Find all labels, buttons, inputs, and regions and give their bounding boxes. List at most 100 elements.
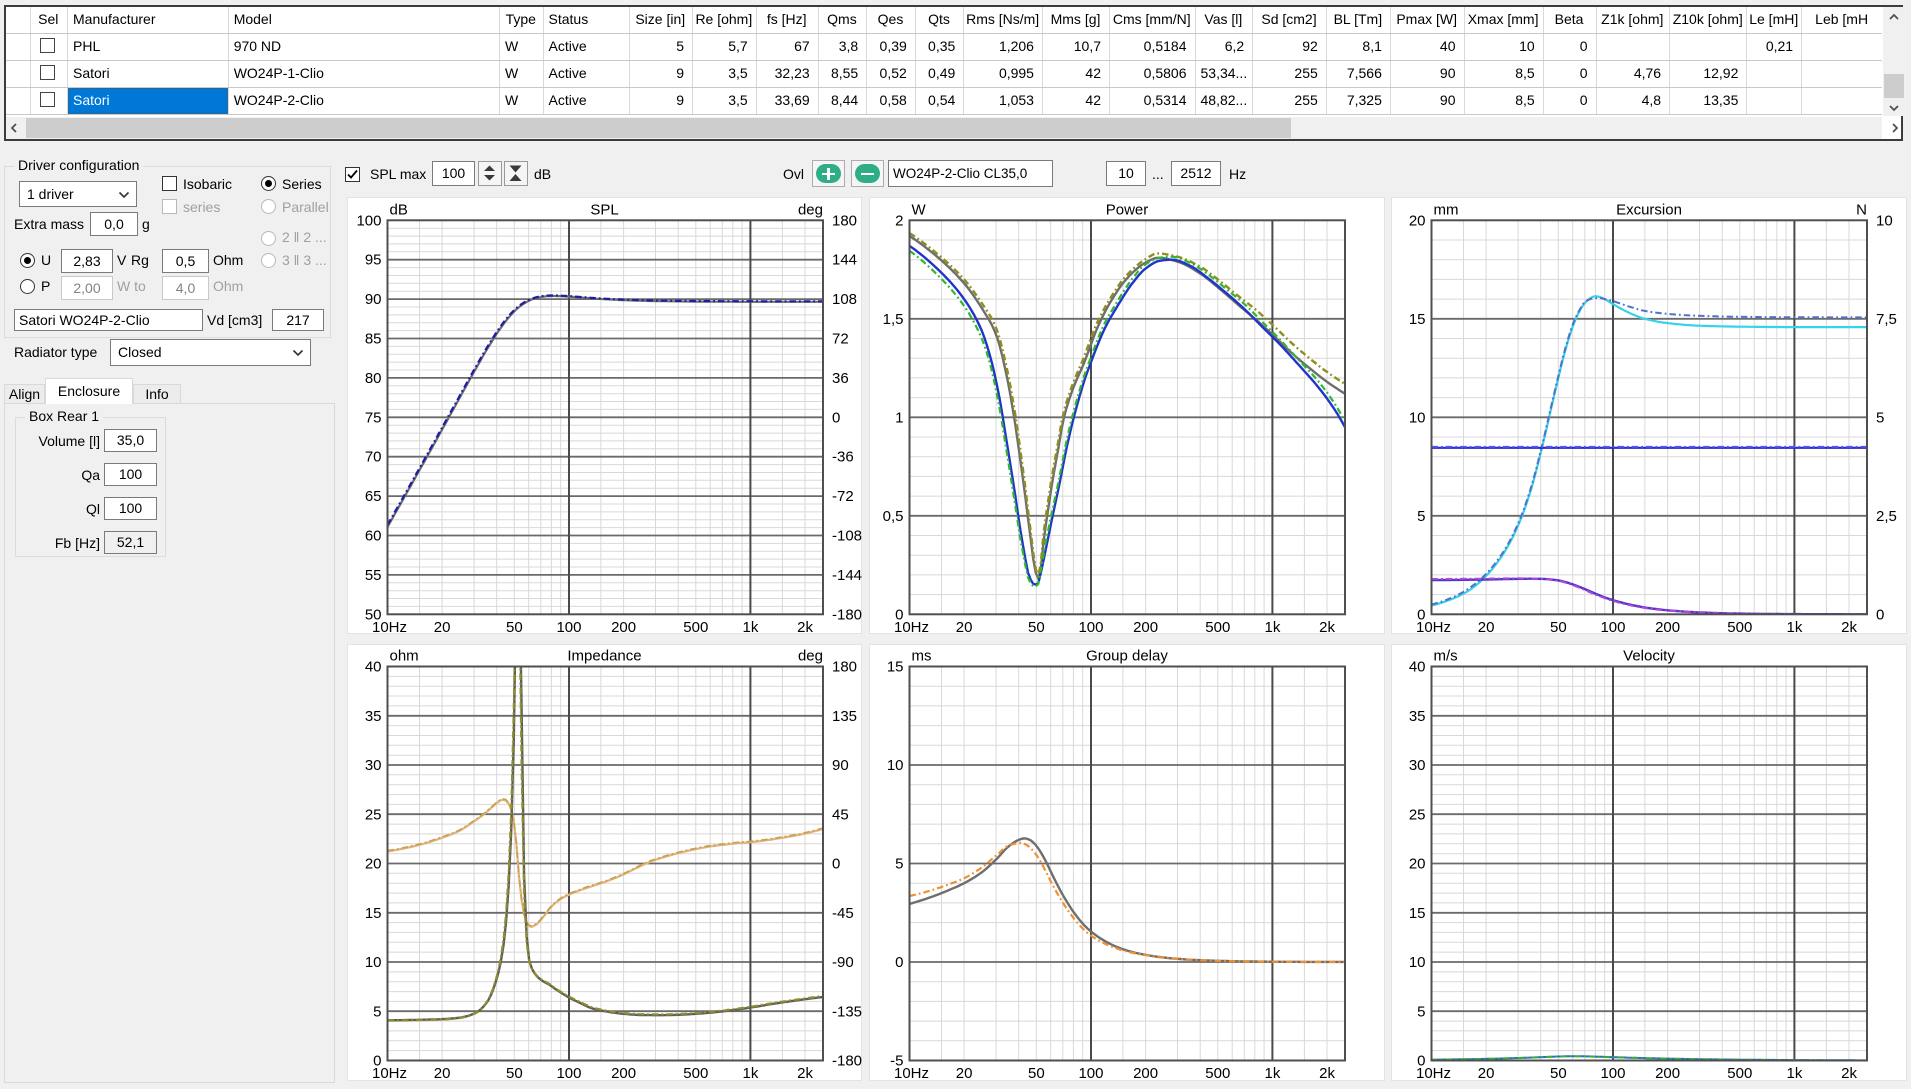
svg-text:0: 0 (832, 409, 840, 426)
svg-text:1k: 1k (742, 619, 758, 634)
svg-text:75: 75 (365, 409, 382, 426)
svg-text:100: 100 (1600, 619, 1625, 634)
svg-text:1: 1 (895, 409, 903, 426)
svg-text:15: 15 (1409, 905, 1426, 922)
svg-text:0: 0 (1876, 606, 1884, 623)
svg-text:50: 50 (1550, 1065, 1567, 1081)
svg-text:-90: -90 (832, 954, 854, 971)
svg-text:40: 40 (365, 659, 382, 676)
svg-text:20: 20 (1478, 619, 1495, 634)
svg-text:ohm: ohm (390, 648, 419, 665)
svg-text:30: 30 (365, 757, 382, 774)
svg-text:35: 35 (365, 708, 382, 725)
svg-text:500: 500 (1727, 619, 1752, 634)
svg-text:60: 60 (365, 528, 382, 545)
svg-text:1k: 1k (1786, 1065, 1802, 1081)
svg-text:2,5: 2,5 (1876, 508, 1897, 525)
svg-text:Power: Power (1106, 201, 1149, 218)
svg-text:5: 5 (1876, 409, 1884, 426)
svg-text:25: 25 (365, 806, 382, 823)
svg-text:10Hz: 10Hz (1416, 619, 1451, 634)
svg-text:Excursion: Excursion (1616, 201, 1682, 218)
svg-text:5: 5 (1417, 1003, 1425, 1020)
svg-text:1k: 1k (1786, 619, 1802, 634)
svg-text:Velocity: Velocity (1623, 648, 1675, 665)
svg-text:10Hz: 10Hz (1416, 1065, 1451, 1081)
svg-text:0: 0 (895, 954, 903, 971)
svg-text:m/s: m/s (1434, 648, 1458, 665)
svg-text:10: 10 (1409, 409, 1426, 426)
svg-text:20: 20 (434, 619, 451, 634)
svg-text:-180: -180 (832, 606, 862, 623)
svg-text:20: 20 (365, 856, 382, 873)
svg-text:36: 36 (832, 370, 849, 387)
svg-text:50: 50 (1028, 619, 1045, 634)
svg-text:ms: ms (912, 648, 932, 665)
svg-text:108: 108 (832, 291, 857, 308)
svg-text:40: 40 (1409, 659, 1426, 676)
svg-text:144: 144 (832, 252, 857, 269)
svg-text:-36: -36 (832, 449, 854, 466)
svg-text:200: 200 (611, 619, 636, 634)
svg-text:-135: -135 (832, 1003, 862, 1020)
svg-text:200: 200 (611, 1065, 636, 1081)
svg-text:20: 20 (1409, 856, 1426, 873)
svg-text:55: 55 (365, 567, 382, 584)
svg-text:deg: deg (798, 648, 823, 665)
svg-text:500: 500 (683, 1065, 708, 1081)
svg-text:5: 5 (373, 1003, 381, 1020)
svg-text:90: 90 (365, 291, 382, 308)
svg-text:2k: 2k (797, 1065, 813, 1081)
svg-text:10Hz: 10Hz (372, 619, 407, 634)
svg-text:50: 50 (506, 619, 523, 634)
svg-text:10Hz: 10Hz (894, 619, 929, 634)
svg-text:2k: 2k (1841, 619, 1857, 634)
svg-text:50: 50 (1550, 619, 1567, 634)
svg-text:Impedance: Impedance (567, 648, 641, 665)
svg-text:500: 500 (1727, 1065, 1752, 1081)
svg-text:500: 500 (1205, 619, 1230, 634)
svg-text:15: 15 (1409, 311, 1426, 328)
svg-text:65: 65 (365, 488, 382, 505)
svg-text:70: 70 (365, 449, 382, 466)
svg-text:2k: 2k (1319, 619, 1335, 634)
svg-text:35: 35 (1409, 708, 1426, 725)
svg-text:25: 25 (1409, 806, 1426, 823)
svg-text:30: 30 (1409, 757, 1426, 774)
svg-text:deg: deg (798, 201, 823, 218)
svg-text:20: 20 (1478, 1065, 1495, 1081)
svg-text:1,5: 1,5 (883, 311, 904, 328)
svg-text:-72: -72 (832, 488, 854, 505)
svg-text:Group delay: Group delay (1086, 648, 1168, 665)
svg-text:100: 100 (1600, 1065, 1625, 1081)
svg-text:SPL: SPL (590, 201, 618, 218)
svg-text:0,5: 0,5 (883, 508, 904, 525)
svg-text:10: 10 (365, 954, 382, 971)
svg-text:1k: 1k (1264, 619, 1280, 634)
svg-text:100: 100 (556, 1065, 581, 1081)
svg-text:20: 20 (956, 1065, 973, 1081)
svg-text:10: 10 (1876, 212, 1893, 229)
svg-text:1k: 1k (1264, 1065, 1280, 1081)
svg-text:2k: 2k (1841, 1065, 1857, 1081)
svg-text:95: 95 (365, 252, 382, 269)
svg-text:dB: dB (390, 201, 408, 218)
svg-text:0: 0 (895, 606, 903, 623)
svg-text:mm: mm (1434, 201, 1459, 218)
svg-text:2k: 2k (1319, 1065, 1335, 1081)
svg-text:100: 100 (1078, 619, 1103, 634)
svg-text:0: 0 (1417, 1053, 1425, 1070)
svg-text:72: 72 (832, 331, 849, 348)
svg-text:10Hz: 10Hz (372, 1065, 407, 1081)
svg-text:20: 20 (1409, 212, 1426, 229)
svg-text:0: 0 (373, 1053, 381, 1070)
svg-text:200: 200 (1655, 619, 1680, 634)
svg-text:200: 200 (1133, 1065, 1158, 1081)
svg-text:135: 135 (832, 708, 857, 725)
svg-text:0: 0 (1417, 606, 1425, 623)
svg-text:5: 5 (895, 856, 903, 873)
svg-text:10: 10 (1409, 954, 1426, 971)
svg-text:-180: -180 (832, 1053, 862, 1070)
svg-text:20: 20 (956, 619, 973, 634)
svg-text:500: 500 (1205, 1065, 1230, 1081)
